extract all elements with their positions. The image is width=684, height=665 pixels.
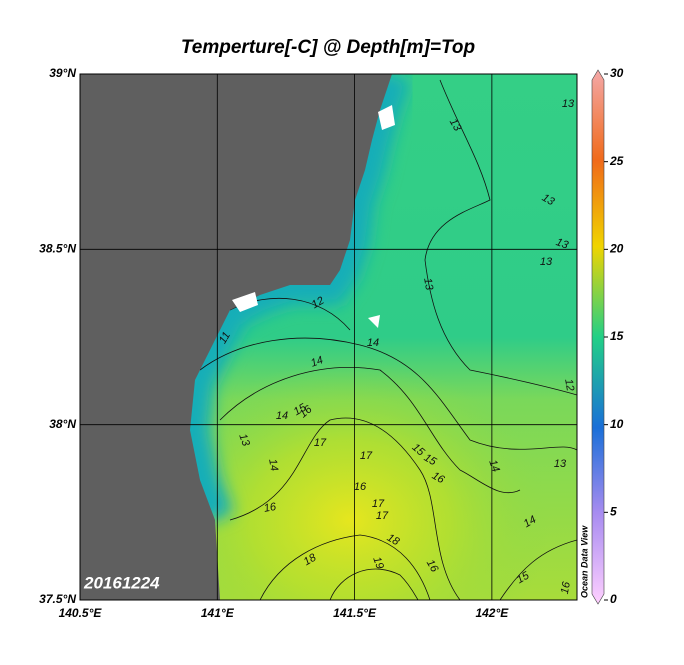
contour-label: 17 [372,498,385,510]
contour-label: 13 [540,256,553,268]
contour-label: 16 [263,501,278,515]
lon-tick-label: 142°E [475,606,509,620]
date-label: 20161224 [83,573,160,592]
lat-tick-label: 38.5°N [39,242,76,256]
lat-tick-label: 37.5°N [39,592,76,606]
contour-label: 17 [314,437,327,449]
contour-label: 13 [421,277,435,292]
contour-label: 16 [559,580,573,595]
contour-label: 17 [360,450,373,462]
contour-label: 16 [354,481,367,493]
watermark: Ocean Data View [579,525,589,598]
contour-label: 14 [522,514,539,531]
colorbar [591,69,605,605]
contour-label: 13 [554,236,570,252]
lat-tick-label: 39°N [49,66,76,80]
colorbar-tick-label: 10 [610,417,624,431]
contour-label: 12 [562,378,576,392]
lon-tick-label: 140.5°E [59,606,103,620]
lon-tick-label: 141°E [201,606,235,620]
lat-tick-label: 38°N [49,417,76,431]
colorbar-tick-label: 5 [610,505,617,519]
contour-label: 14 [266,458,280,472]
contour-label: 14 [486,458,501,474]
contour-label: 14 [276,410,288,422]
contour-label: 13 [236,432,252,448]
land [80,74,392,600]
map-frame [79,73,578,601]
contour-label: 12 [310,295,327,312]
colorbar-tick-label: 20 [609,242,624,256]
contour-label: 17 [376,510,389,522]
contour-label: 19 [370,555,385,571]
contour-label: 14 [309,354,325,369]
colorbar-tick-label: 0 [610,592,617,606]
colorbar-tick-label: 15 [610,329,624,343]
contour-label: 13 [554,458,567,470]
colorbar-tick-label: 25 [609,154,624,168]
map-area [80,74,577,600]
map-title: Temperture[-C] @ Depth[m]=Top [181,37,475,58]
colorbar-tick-label: 30 [610,66,624,80]
warm-water [150,360,550,600]
contour-label: 13 [562,98,575,110]
contour-label: 14 [367,337,379,349]
islands [232,105,395,328]
contour-label: 11 [217,330,233,346]
lon-tick-label: 141.5°E [333,606,377,620]
